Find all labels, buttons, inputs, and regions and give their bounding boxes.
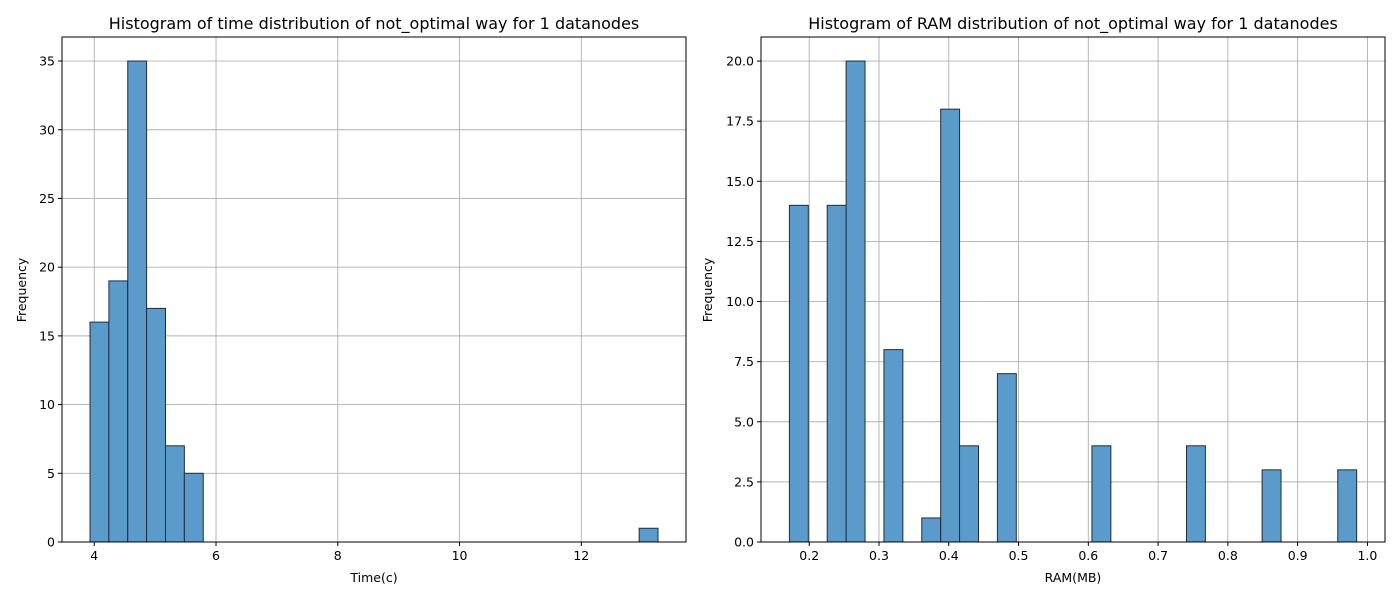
histogram-bar — [1185, 445, 1206, 543]
y-tick-label: 12.5 — [726, 234, 754, 249]
histogram-bar — [164, 445, 185, 543]
plot-area-frame — [760, 36, 1386, 543]
histogram-bar — [89, 321, 110, 543]
y-tick-label: 5 — [47, 466, 55, 481]
x-tick-label: 8 — [334, 548, 342, 563]
histogram-bar — [1261, 469, 1282, 543]
histogram-bar — [959, 445, 979, 543]
y-tick-label: 15.0 — [726, 174, 754, 189]
y-tick-label: 5.0 — [734, 414, 754, 429]
y-tick-label: 0 — [47, 535, 55, 550]
histogram-bar — [826, 204, 847, 543]
histogram-bar — [108, 280, 129, 543]
y-tick-label: 20 — [39, 260, 55, 275]
y-tick-label: 25 — [39, 191, 55, 206]
y-tick-label: 10.0 — [726, 294, 754, 309]
chart-title: Histogram of time distribution of not_op… — [109, 14, 640, 34]
y-tick-label: 30 — [39, 122, 55, 137]
histogram-bar — [127, 60, 148, 543]
x-tick-label: 6 — [212, 548, 220, 563]
x-axis-label: RAM(MB) — [1045, 570, 1102, 585]
histogram-bar — [1091, 445, 1112, 543]
y-axis-label: Frequency — [700, 257, 715, 322]
x-tick-label: 0.8 — [1218, 548, 1238, 563]
x-tick-label: 0.5 — [1009, 548, 1029, 563]
y-tick-label: 7.5 — [734, 354, 754, 369]
chart-title: Histogram of RAM distribution of not_opt… — [808, 14, 1338, 34]
histogram-bar — [1337, 469, 1358, 543]
histogram-bar — [788, 204, 809, 543]
y-tick-label: 2.5 — [734, 474, 754, 489]
x-tick-label: 0.9 — [1288, 548, 1308, 563]
x-tick-label: 12 — [573, 548, 589, 563]
histogram-bar — [883, 349, 904, 543]
x-tick-label: 1.0 — [1357, 548, 1377, 563]
plot-area-frame — [61, 36, 687, 543]
x-tick-label: 4 — [90, 548, 98, 563]
y-tick-label: 17.5 — [726, 114, 754, 129]
histogram-bar — [921, 517, 942, 543]
y-tick-label: 0.0 — [734, 535, 754, 550]
x-tick-label: 0.6 — [1078, 548, 1098, 563]
x-tick-label: 10 — [452, 548, 468, 563]
histogram-bar — [183, 472, 204, 543]
x-tick-label: 0.2 — [799, 548, 819, 563]
x-tick-label: 0.7 — [1148, 548, 1168, 563]
histogram-bar — [146, 307, 166, 543]
y-tick-label: 35 — [39, 54, 55, 69]
x-tick-label: 0.4 — [939, 548, 959, 563]
x-tick-label: 0.3 — [869, 548, 889, 563]
histogram-bar — [638, 527, 659, 543]
time-histogram: Histogram of time distribution of not_op… — [14, 14, 687, 585]
histogram-bar — [940, 108, 961, 543]
histogram-bar — [845, 60, 866, 543]
y-tick-label: 20.0 — [726, 54, 754, 69]
ram-histogram: Histogram of RAM distribution of not_opt… — [700, 14, 1386, 585]
y-tick-label: 10 — [39, 397, 55, 412]
x-axis-label: Time(c) — [349, 570, 397, 585]
y-axis-label: Frequency — [14, 257, 29, 322]
y-tick-label: 15 — [39, 328, 55, 343]
histogram-bar — [996, 373, 1017, 543]
